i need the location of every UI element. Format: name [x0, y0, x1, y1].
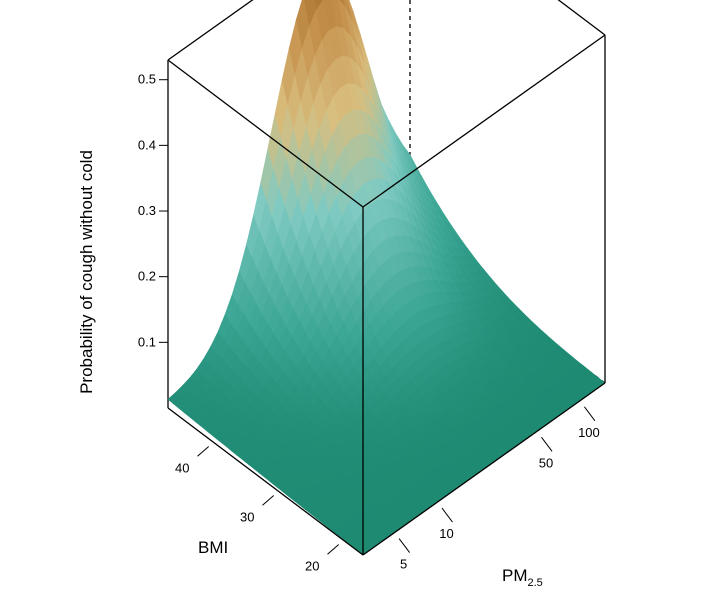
front-box-edges: [167, 34, 606, 556]
x-tick-0: [398, 538, 410, 553]
z-tick-label-2: 0.3: [138, 203, 156, 218]
y-tick-label-0: 20: [305, 558, 319, 573]
z-axis: 0.1 0.2 0.3 0.4 0.5: [138, 72, 169, 349]
y-axis-label: BMI: [198, 538, 228, 557]
z-axis-label: Probability of cough without cold: [77, 150, 96, 394]
y-tick-2: [197, 446, 210, 457]
back-top-edge: [167, 0, 254, 61]
x-tick-label-2: 50: [539, 455, 553, 470]
x-axis-label-subscript: 2.5: [528, 577, 543, 589]
y-axis: 20 30 40: [175, 446, 340, 573]
y-tick-1: [262, 495, 275, 506]
x-axis: 5 10 50 100: [398, 406, 600, 572]
left-top-edge: [167, 59, 364, 208]
x-axis-label-main: PM: [502, 566, 528, 585]
y-tick-label-2: 40: [175, 460, 189, 475]
x-tick-label-3: 100: [578, 425, 600, 440]
x-tick-1: [441, 507, 453, 523]
y-tick-label-1: 30: [240, 509, 254, 524]
x-tick-2: [541, 437, 553, 452]
x-tick-label-1: 10: [439, 526, 453, 541]
z-tick-label-3: 0.4: [138, 137, 156, 152]
right-top-edge: [557, 0, 606, 36]
front-top-edge: [362, 34, 606, 208]
x-tick-label-0: 5: [400, 557, 407, 572]
x-tick-3: [584, 406, 596, 422]
surface-mesh: [167, 0, 606, 556]
left-bottom-edge: [167, 407, 364, 556]
z-tick-label-0: 0.1: [138, 334, 156, 349]
y-tick-0: [327, 544, 340, 555]
front-bottom-edge: [362, 382, 606, 556]
z-tick-label-4: 0.5: [138, 72, 156, 87]
z-tick-label-1: 0.2: [138, 269, 156, 284]
x-axis-label: PM2.5: [502, 566, 543, 589]
